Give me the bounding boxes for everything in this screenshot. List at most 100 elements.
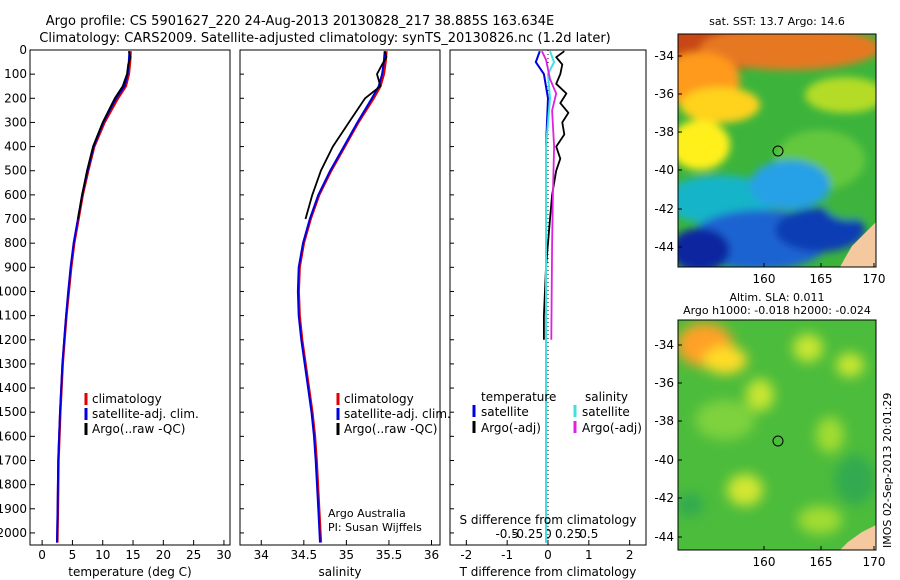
sla-map-title: Altim. SLA: 0.011	[729, 291, 824, 304]
depth-tick-label: 1000	[0, 284, 27, 298]
x-tick-label: 0	[544, 548, 552, 562]
depth-tick-label: 1600	[0, 429, 27, 443]
land-mass	[840, 525, 876, 550]
x-tick-label: 34.5	[290, 548, 317, 562]
depth-tick-label: 100	[4, 67, 27, 81]
x-tick-label: 30	[216, 548, 231, 562]
legend-label-sal-satellite: satellite	[582, 405, 630, 419]
land-mass	[840, 222, 876, 267]
depth-tick-label: 1100	[0, 309, 27, 323]
s-tick-label: 0.25	[555, 527, 582, 541]
depth-tick-label: 1400	[0, 381, 27, 395]
temperature-axis-ticks: 0 5 10 15 20 25 30	[38, 540, 232, 562]
depth-tick-label: 500	[4, 164, 27, 178]
sst-field	[678, 34, 876, 267]
x-tick-label: 36	[424, 548, 439, 562]
sst-map-frame	[677, 33, 877, 268]
x-tick-label: 1	[585, 548, 593, 562]
map-x-tick-label: 160	[753, 272, 776, 286]
figure-title-line2: Climatology: CARS2009. Satellite-adjuste…	[39, 31, 611, 46]
depth-tick-label: 400	[4, 140, 27, 154]
s-tick-label: 0	[544, 527, 552, 541]
institution-annotation: Argo Australia	[328, 507, 406, 520]
map-y-tick-label: -42	[654, 202, 674, 216]
salinity-axis-label: salinity	[318, 565, 361, 579]
salinity-plot-frame	[239, 49, 441, 546]
map-y-tick-label: -38	[654, 414, 674, 428]
difference-legend: temperature salinity satellite Argo(-adj…	[472, 390, 642, 435]
depth-tick-label: 900	[4, 260, 27, 274]
map-x-tick-label: 170	[863, 555, 886, 569]
legend-label-climatology: climatology	[344, 392, 414, 406]
x-tick-label: 10	[95, 548, 110, 562]
sla-map-panel: Altim. SLA: 0.011 Argo h1000: -0.018 h20…	[654, 291, 885, 569]
depth-tick-label: 2000	[0, 526, 27, 540]
x-tick-label: -2	[460, 548, 472, 562]
depth-tick-label: 1200	[0, 333, 27, 347]
legend-label-temp-argo: Argo(-adj)	[481, 421, 541, 435]
s-tick-label: -0.5	[495, 527, 518, 541]
map-y-tick-label: -44	[654, 530, 674, 544]
x-tick-label: 0	[38, 548, 46, 562]
sst-map-panel: sat. SST: 13.7 Argo: 14.6 160 16	[654, 15, 885, 286]
sla-field	[678, 320, 876, 550]
depth-axis-ticks: 0 100 200 300 400 500 600 700 800 900 1000 1100 1200…	[0, 43, 454, 540]
map-y-tick-label: -34	[654, 338, 674, 352]
map-y-tick-label: -38	[654, 125, 674, 139]
difference-panel: -2 -1 0 1 2 -0.5-0.25 0 0.250.5 S difference f…	[449, 49, 647, 579]
s-difference-label: S difference from climatology	[460, 513, 637, 527]
x-tick-label: 34	[254, 548, 269, 562]
series-line-satellite	[545, 50, 556, 543]
legend-label-satellite: satellite-adj. clim.	[92, 407, 199, 421]
s-tick-label: -0.25	[512, 527, 543, 541]
series-line-argo-adj-	[541, 50, 558, 340]
argo-location-marker	[772, 435, 784, 447]
s-difference-axis-ticks: -0.5-0.25 0 0.250.5	[495, 527, 598, 541]
map-y-tick-label: -36	[654, 376, 674, 390]
map-y-tick-label: -40	[654, 163, 674, 177]
legend-label-argo: Argo(..raw -QC)	[344, 422, 437, 436]
series-line-satellite-adj-clim-	[56, 51, 131, 543]
legend-header-salinity: salinity	[585, 390, 628, 404]
salinity-legend: climatology satellite-adj. clim. Argo(..…	[336, 392, 451, 436]
x-tick-label: 20	[156, 548, 171, 562]
x-tick-label: -1	[501, 548, 513, 562]
sla-map-ticks: 160 165 170 -34 -36 -38 -40 -42 -44	[654, 338, 885, 569]
temperature-axis-label: temperature (deg C)	[68, 565, 191, 579]
depth-tick-label: 800	[4, 236, 27, 250]
sla-map-subtitle: Argo h1000: -0.018 h2000: -0.024	[683, 304, 871, 317]
s-tick-label: 0.5	[579, 527, 598, 541]
legend-label-satellite: satellite-adj. clim.	[344, 407, 451, 421]
map-y-tick-label: -34	[654, 49, 674, 63]
pi-annotation: PI: Susan Wijffels	[328, 521, 422, 534]
figure-title-line1: Argo profile: CS 5901627_220 24-Aug-2013…	[46, 14, 554, 29]
x-tick-label: 25	[186, 548, 201, 562]
depth-tick-label: 0	[19, 43, 27, 57]
series-line-argo-raw-qc-	[77, 50, 132, 220]
legend-label-temp-satellite: satellite	[481, 405, 529, 419]
sst-map-ticks: 160 165 170 -34 -36 -38 -40 -42 -44	[654, 49, 885, 286]
map-y-tick-label: -42	[654, 491, 674, 505]
sst-map-title: sat. SST: 13.7 Argo: 14.6	[709, 15, 845, 28]
salinity-axis-ticks: 34 34.5 35 35.5 36	[254, 540, 439, 562]
legend-label-climatology: climatology	[92, 392, 162, 406]
sla-map-frame	[677, 319, 877, 551]
temperature-plot-frame	[29, 49, 231, 546]
legend-header-temperature: temperature	[481, 390, 556, 404]
depth-tick-label: 1900	[0, 502, 27, 516]
map-x-tick-label: 170	[863, 272, 886, 286]
x-tick-label: 15	[125, 548, 140, 562]
depth-tick-label: 200	[4, 91, 27, 105]
difference-series	[534, 50, 570, 543]
salinity-series	[296, 50, 388, 543]
temperature-legend: climatology satellite-adj. clim. Argo(..…	[84, 392, 199, 436]
depth-tick-label: 1500	[0, 405, 27, 419]
map-y-tick-label: -36	[654, 87, 674, 101]
x-tick-label: 2	[626, 548, 634, 562]
series-line-climatology	[297, 51, 388, 543]
depth-tick-label: 1800	[0, 478, 27, 492]
series-line-argo-adj-	[543, 50, 570, 340]
depth-tick-label: 300	[4, 115, 27, 129]
series-line-argo-raw-qc-	[304, 50, 388, 220]
